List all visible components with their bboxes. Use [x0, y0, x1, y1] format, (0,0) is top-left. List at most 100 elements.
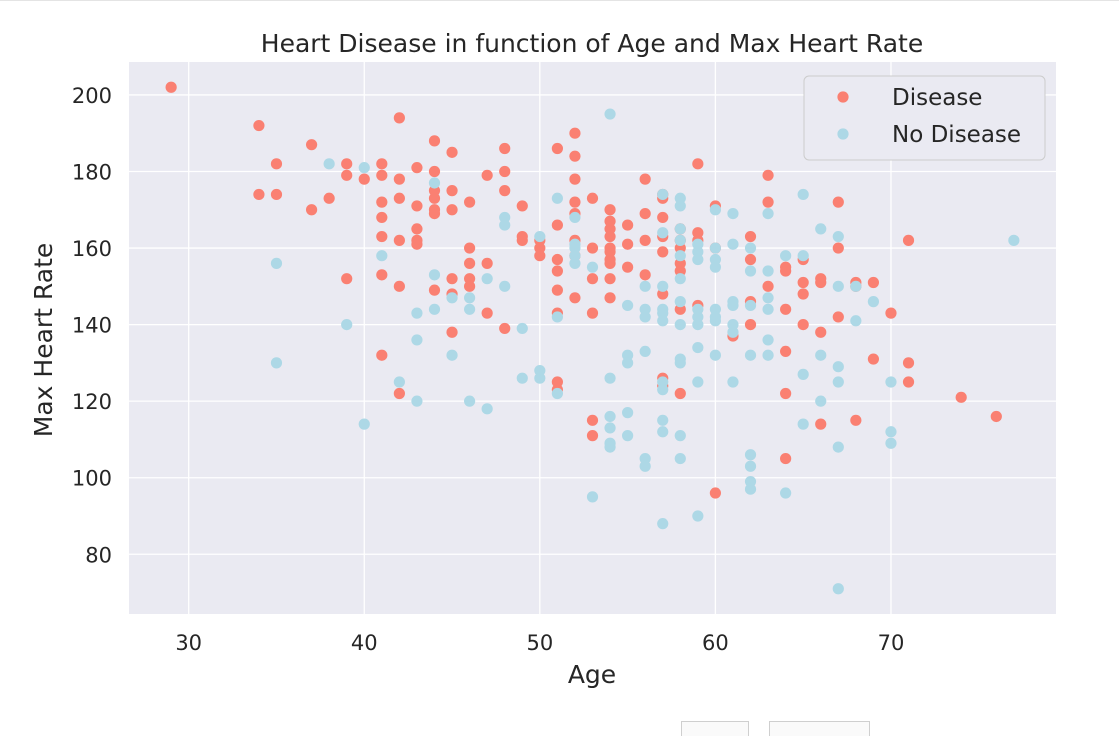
- data-point: [323, 158, 335, 170]
- data-point: [499, 219, 511, 231]
- data-point: [604, 204, 616, 216]
- data-point: [762, 349, 774, 361]
- data-point: [622, 357, 634, 369]
- data-point: [270, 357, 283, 369]
- data-point: [692, 510, 704, 522]
- data-point: [464, 303, 476, 315]
- data-point: [762, 334, 774, 346]
- data-point: [516, 372, 528, 384]
- data-point: [674, 265, 686, 277]
- y-tick-label: 160: [72, 237, 112, 261]
- data-point: [411, 223, 423, 235]
- data-point: [464, 196, 476, 208]
- data-point: [674, 192, 686, 204]
- data-point: [692, 341, 704, 354]
- data-point: [657, 315, 669, 327]
- data-point: [657, 384, 669, 396]
- data-point: [516, 234, 528, 246]
- legend: Disease No Disease: [803, 75, 1046, 161]
- series-no-disease: [270, 108, 1020, 595]
- data-point: [393, 234, 405, 246]
- data-point: [499, 280, 511, 292]
- data-point: [657, 426, 669, 438]
- data-point: [428, 284, 441, 296]
- data-point: [744, 230, 757, 243]
- data-point: [762, 292, 774, 304]
- data-point: [657, 518, 669, 530]
- data-point: [780, 345, 792, 357]
- y-tick-label: 120: [72, 390, 112, 414]
- data-point: [692, 238, 704, 250]
- data-point: [586, 307, 599, 319]
- data-point: [832, 376, 844, 388]
- data-point: [551, 219, 563, 231]
- tick-labels: 30 40 50 60 70 80 100 120 140 160 180 200: [72, 84, 904, 655]
- data-point: [604, 223, 616, 235]
- data-point: [692, 303, 704, 315]
- data-point: [341, 319, 353, 331]
- data-point: [446, 292, 458, 304]
- data-point: [270, 188, 283, 201]
- data-point: [850, 280, 862, 292]
- data-point: [569, 250, 581, 262]
- data-point: [411, 395, 423, 407]
- data-point: [780, 250, 792, 262]
- data-point: [744, 349, 757, 361]
- data-point: [428, 135, 441, 147]
- legend-box: [803, 75, 1046, 161]
- data-point: [551, 376, 563, 388]
- data-point: [358, 418, 370, 430]
- data-point: [499, 185, 511, 197]
- data-point: [428, 207, 441, 220]
- data-point: [323, 192, 335, 204]
- data-point: [832, 311, 844, 323]
- data-point: [569, 150, 581, 162]
- data-point: [990, 410, 1002, 423]
- data-point: [674, 250, 686, 262]
- data-point: [692, 311, 704, 323]
- data-point: [604, 108, 616, 120]
- data-point: [815, 326, 827, 338]
- data-point: [674, 273, 686, 285]
- data-point: [534, 250, 546, 262]
- data-point: [674, 200, 686, 212]
- data-point: [604, 230, 616, 243]
- data-point: [464, 242, 476, 254]
- data-point: [569, 242, 581, 254]
- data-point: [464, 273, 476, 285]
- data-point: [253, 119, 265, 132]
- data-point: [586, 192, 599, 204]
- data-point: [639, 269, 651, 281]
- data-point: [604, 273, 616, 285]
- data-point: [481, 273, 493, 285]
- data-point: [692, 319, 704, 331]
- data-point: [639, 303, 651, 315]
- data-point: [341, 273, 353, 285]
- data-point: [446, 185, 458, 197]
- data-point: [692, 246, 704, 258]
- y-tick-label: 100: [72, 467, 112, 491]
- data-point: [709, 315, 721, 327]
- data-point: [586, 414, 599, 426]
- data-point: [622, 299, 634, 312]
- data-point: [744, 449, 757, 461]
- data-point: [481, 403, 493, 415]
- toolbar-stub-left: [681, 721, 749, 736]
- data-point: [674, 319, 686, 331]
- chart-title: Heart Disease in function of Age and Max…: [261, 29, 923, 58]
- y-tick-label: 180: [72, 160, 112, 184]
- data-point: [657, 307, 669, 319]
- data-point: [586, 491, 599, 503]
- data-point: [270, 158, 283, 170]
- data-point: [709, 349, 721, 361]
- data-point: [797, 250, 809, 262]
- data-point: [692, 376, 704, 388]
- data-point: [727, 238, 739, 250]
- data-point: [709, 204, 721, 216]
- data-point: [657, 288, 669, 300]
- data-point: [815, 276, 827, 289]
- data-point: [428, 192, 441, 204]
- data-point: [674, 357, 686, 369]
- data-point: [464, 292, 476, 304]
- data-point: [639, 311, 651, 323]
